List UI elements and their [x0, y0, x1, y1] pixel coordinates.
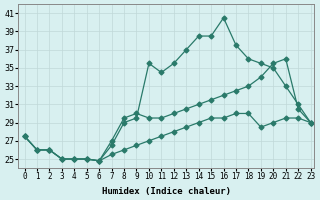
X-axis label: Humidex (Indice chaleur): Humidex (Indice chaleur): [102, 187, 231, 196]
